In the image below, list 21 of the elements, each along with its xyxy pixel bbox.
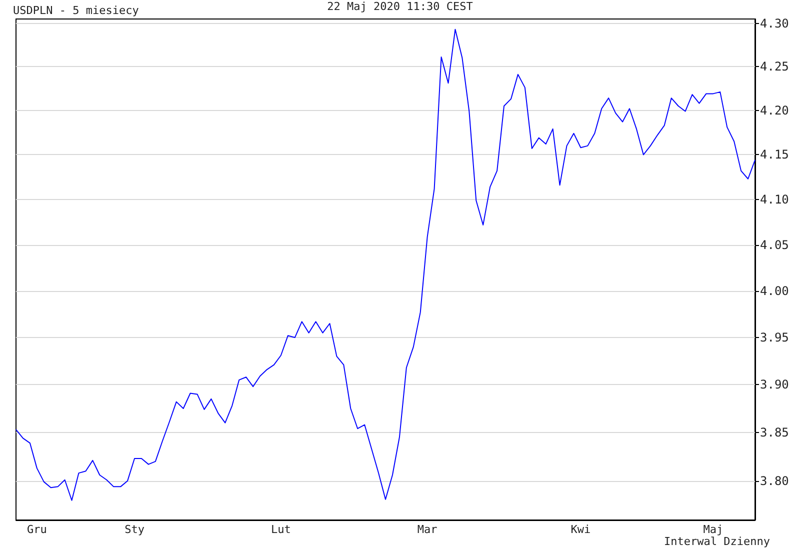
text: Interwal Dzienny (664, 535, 770, 548)
y-tick-label: 3.80 (760, 474, 789, 488)
y-tick-label: 3.95 (760, 330, 789, 345)
x-tick-label: Lut (270, 523, 291, 536)
y-tick-label: 4.20 (760, 103, 789, 118)
y-tick-label: 4.25 (760, 60, 789, 74)
y-tick-label: 3.85 (760, 425, 789, 440)
y-tick-label: 4.30 (760, 16, 789, 30)
line-series (16, 28, 756, 501)
x-tick-label: Gru (26, 523, 47, 536)
x-tick-label: Sty (124, 523, 145, 536)
y-tick-label: 4.10 (760, 192, 789, 207)
x-tick-label: Kwi (570, 523, 591, 536)
chart-subtitle: 22 Maj 2020 11:30 CEST (327, 0, 474, 13)
y-tick-label: 4.05 (760, 238, 789, 252)
x-tick-label: Mar (417, 523, 438, 536)
y-tick-label: 3.90 (760, 378, 789, 392)
y-tick-label: 4.00 (760, 284, 789, 298)
x-tick-label: Maj (703, 523, 724, 536)
y-tick-label: 4.15 (760, 148, 789, 162)
chart-title: USDPLN - 5 miesiecy (13, 4, 140, 17)
